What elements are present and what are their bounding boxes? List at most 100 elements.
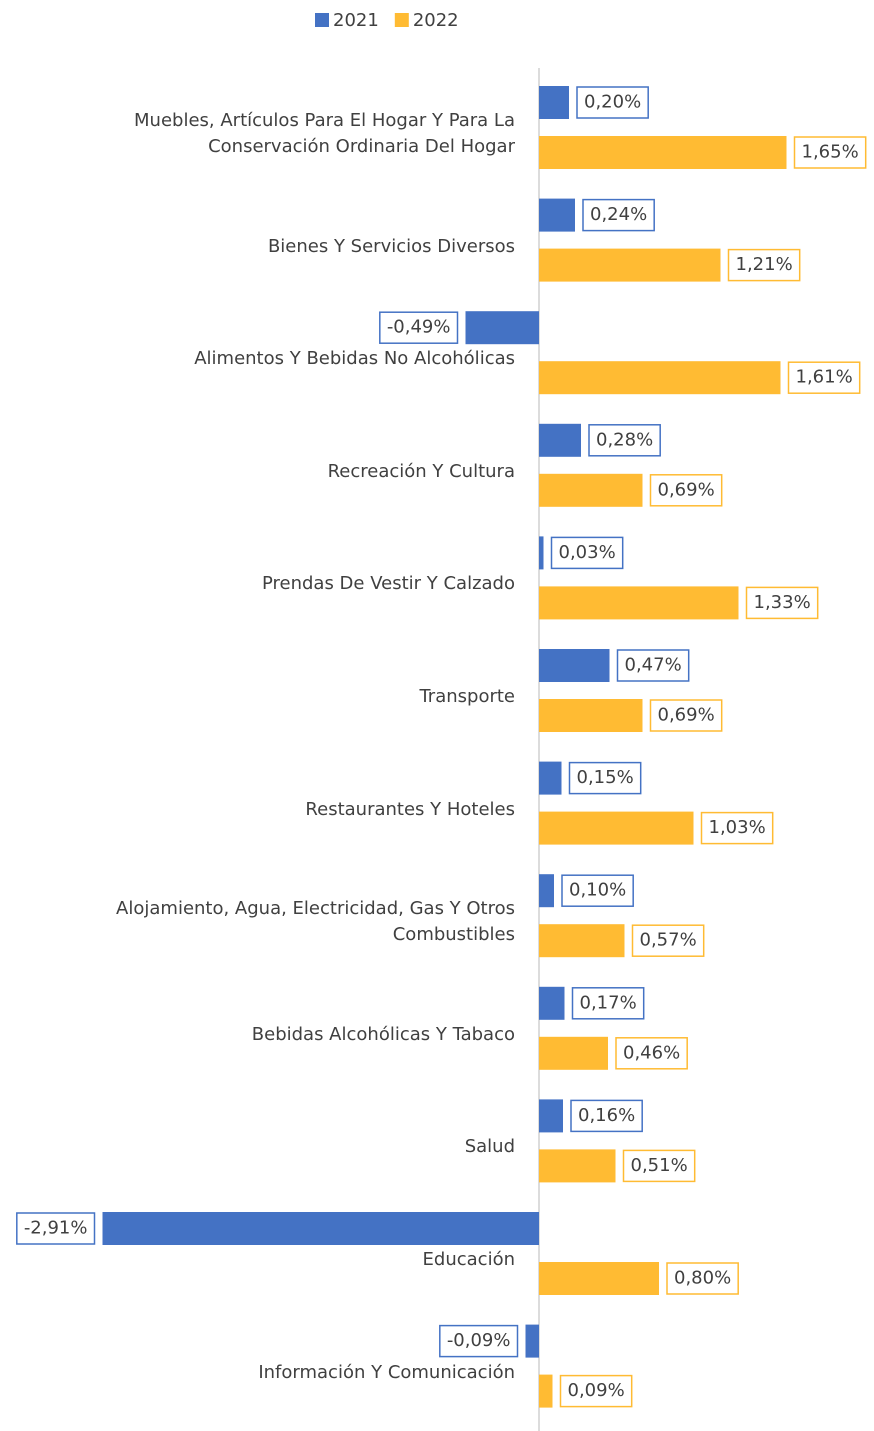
value-label-border [379,311,459,344]
value-label-border [631,924,705,957]
value-label-group: 0,20% [576,86,649,119]
value-label-border [622,1149,696,1183]
value-label: -2,91% [24,1218,88,1239]
value-label-border [559,1374,633,1408]
value-label-group: -0,09% [439,1324,519,1358]
bar [465,311,539,345]
bar [539,1149,616,1183]
value-label-group: 0,24% [582,198,655,232]
value-label-border [582,198,655,232]
value-label-border [615,1037,688,1070]
category-label-box: Información Y Comunicación [258,1362,515,1383]
value-label-border [550,536,624,570]
category-label: Alojamiento, Agua, Electricidad, Gas Y O… [116,898,515,946]
value-label: 0,69% [658,705,715,726]
value-label: 0,16% [578,1105,635,1126]
bar [539,649,610,682]
value-label: 0,17% [580,992,637,1013]
value-label: 0,80% [674,1268,731,1289]
legend-swatch [394,13,409,27]
value-label-border [700,811,774,845]
value-label: 1,33% [754,592,811,613]
bar [102,1212,539,1245]
bar [539,1036,608,1070]
value-label: -0,49% [387,317,451,338]
value-label: 1,61% [796,367,853,388]
category-label-box: Salud [464,1136,515,1158]
category-label: Bebidas Alcohólicas Y Tabaco [251,1023,515,1045]
value-label-border [568,761,642,795]
category-label-box: Bebidas Alcohólicas Y Tabaco [251,1023,515,1045]
value-label-border [616,649,690,682]
value-label-border [745,586,819,620]
value-label-group: 0,16% [570,1099,643,1133]
value-label-group: 0,15% [568,761,642,795]
value-label: 1,65% [802,142,859,163]
category-label-box: Educación [422,1249,515,1270]
bar [525,1324,539,1358]
bar [539,248,721,282]
category-label-box: Alojamiento, Agua, Electricidad, Gas Y O… [116,898,515,946]
value-label-group: -0,49% [379,311,459,344]
bar [539,136,787,169]
value-label-group: 0,69% [649,699,723,732]
category-label: Educación [422,1249,515,1270]
value-label-group: 1,21% [727,248,801,282]
value-label-group: 0,80% [666,1262,739,1295]
value-label: 0,15% [577,767,634,788]
legend-label: 2022 [413,10,459,31]
value-label-group: 1,33% [745,586,819,620]
value-label-group: 0,17% [571,987,645,1020]
category-label: Transporte [419,686,515,707]
value-label: 0,10% [569,880,626,901]
bar [539,1374,553,1408]
value-label: 0,09% [568,1380,625,1401]
value-label-group: -2,91% [16,1212,96,1245]
category-label-box: Bienes Y Servicios Diversos [268,236,515,257]
value-label-border [16,1212,96,1245]
value-label: 0,47% [625,655,682,676]
category-label-box: Alimentos Y Bebidas No Alcohólicas [194,348,515,370]
bar [539,198,575,232]
value-label-border [666,1262,739,1295]
value-label: 0,69% [658,479,715,500]
value-label: -0,09% [447,1330,511,1351]
category-label: Alimentos Y Bebidas No Alcohólicas [194,348,515,370]
value-label-group: 0,28% [588,424,661,457]
value-label-border [561,874,634,907]
value-label-border [727,248,801,282]
value-label-group: 0,46% [615,1037,688,1070]
value-label: 0,03% [559,542,616,563]
category-label: Salud [464,1136,515,1158]
value-label-border [793,136,867,169]
bar [539,761,562,795]
category-label: Muebles, Artículos Para El Hogar Y Para … [134,110,515,157]
value-label-border [571,987,645,1020]
value-label-border [588,424,661,457]
value-label: 1,21% [736,254,793,275]
bar [539,699,643,732]
category-label-box: Prendas De Vestir Y Calzado [262,573,515,594]
bar [539,586,739,620]
value-label-group: 1,03% [700,811,774,845]
value-label: 0,28% [596,429,653,450]
value-label-group: 0,69% [649,474,723,507]
value-label: 0,46% [623,1042,680,1063]
category-label: Recreación Y Cultura [327,460,515,482]
bar [539,1262,659,1295]
value-label-border [787,361,861,394]
bar [539,811,694,845]
value-label: 0,20% [584,92,641,113]
value-label-border [576,86,649,119]
value-label-group: 1,65% [793,136,867,169]
category-label-box: Restaurantes Y Hoteles [305,799,515,820]
bar [539,536,544,570]
category-label-box: Transporte [419,686,515,707]
bar [539,986,565,1020]
value-label: 1,03% [709,817,766,838]
category-label-box: Recreación Y Cultura [327,460,515,482]
value-label-border [649,474,723,507]
legend-swatch [315,13,329,27]
